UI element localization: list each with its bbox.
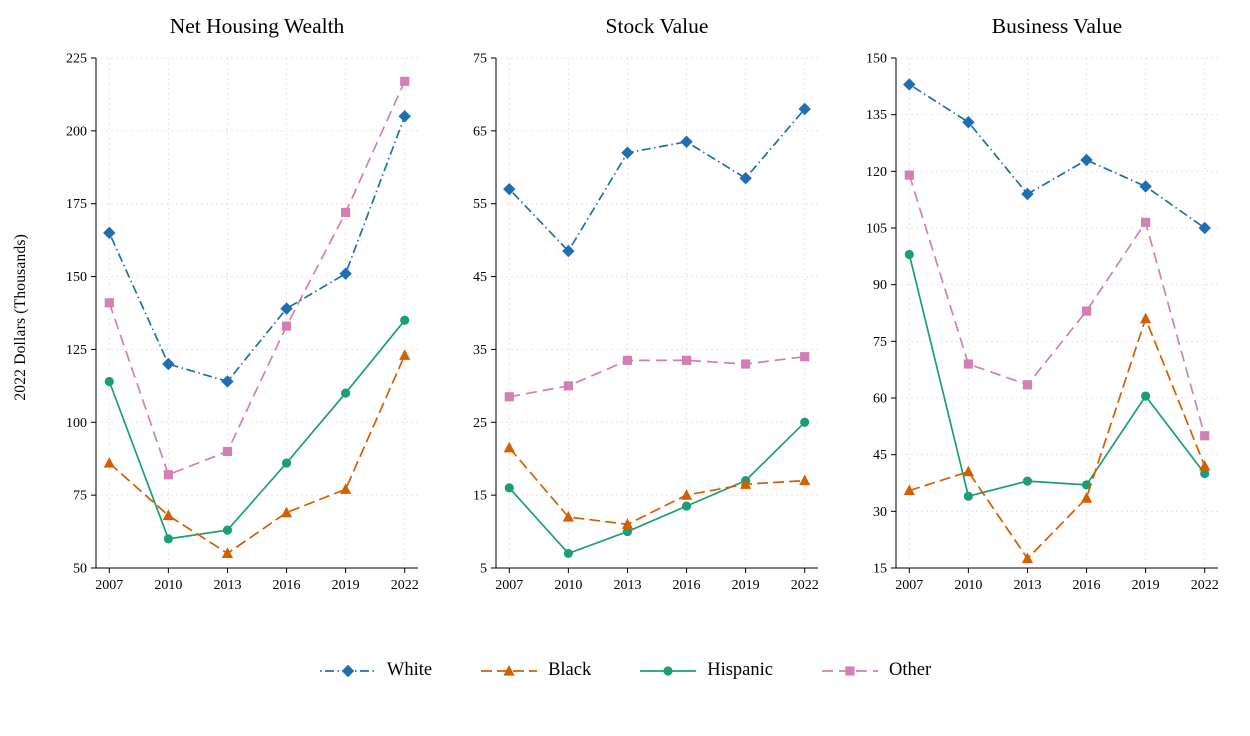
svg-text:2016: 2016	[1073, 578, 1101, 593]
svg-text:2010: 2010	[154, 578, 182, 593]
charts-row: 2022 Dollars (Thousands) Net Housing Wea…	[0, 14, 1250, 620]
series-black	[103, 349, 411, 559]
svg-text:200: 200	[66, 124, 87, 139]
legend-item-other: Other	[821, 660, 931, 681]
svg-text:15: 15	[873, 562, 887, 577]
legend-item-white: White	[319, 660, 432, 681]
stock-value-chart: 5 15 25 35 45 55 65 75 2007 2010 2013 2016 2019 2022	[473, 52, 819, 594]
gridlines	[896, 57, 1218, 569]
panel-title-business-value: Business Value	[991, 14, 1123, 38]
tick-labels: 15 30 45 60 75 90 105 120 135 150 2007 2010 2013 2016…	[866, 52, 1219, 594]
svg-text:2013: 2013	[213, 578, 241, 593]
axes	[891, 57, 1218, 573]
svg-text:2010: 2010	[954, 578, 982, 593]
svg-text:2022: 2022	[791, 578, 819, 593]
svg-text:2007: 2007	[495, 578, 523, 593]
svg-text:100: 100	[66, 416, 87, 431]
gridlines	[96, 57, 418, 569]
svg-text:90: 90	[873, 278, 887, 293]
svg-text:65: 65	[473, 124, 487, 139]
series-white	[503, 102, 811, 258]
legend-sample-other-icon	[822, 665, 878, 676]
svg-text:2007: 2007	[895, 578, 923, 593]
legend-label-black: Black	[548, 660, 592, 680]
svg-text:2022: 2022	[1191, 578, 1219, 593]
svg-text:55: 55	[473, 197, 487, 212]
svg-text:30: 30	[873, 505, 887, 520]
svg-text:2016: 2016	[673, 578, 701, 593]
axes	[491, 57, 818, 573]
svg-text:2022: 2022	[391, 578, 419, 593]
svg-text:150: 150	[866, 52, 887, 67]
svg-text:15: 15	[473, 489, 487, 504]
series-other	[904, 170, 1210, 441]
svg-text:45: 45	[873, 448, 887, 463]
gridlines	[496, 57, 818, 569]
net-housing-wealth-chart: 50 75 100 125 150 175 200 225 2007 2010 2013 2016 20…	[66, 52, 419, 594]
axes	[91, 57, 418, 573]
svg-text:2019: 2019	[732, 578, 760, 593]
tick-labels: 5 15 25 35 45 55 65 75 2007 2010 2013 2016 2019 2022	[473, 52, 819, 594]
legend-label-white: White	[386, 660, 433, 680]
business-value-chart: 15 30 45 60 75 90 105 120 135 150 2007 2010 2013 2016…	[866, 52, 1219, 594]
panel-title-net-housing-wealth: Net Housing Wealth	[169, 14, 345, 38]
svg-text:135: 135	[866, 108, 887, 123]
svg-text:75: 75	[73, 489, 87, 504]
legend-label-hispanic: Hispanic	[707, 660, 773, 680]
legend-sample-hispanic-icon	[640, 665, 697, 676]
legend-sample-white-icon	[319, 664, 376, 677]
y-axis-label-column: 2022 Dollars (Thousands)	[0, 14, 42, 620]
svg-text:2010: 2010	[554, 578, 582, 593]
svg-text:2013: 2013	[1013, 578, 1041, 593]
series-hispanic	[904, 249, 1210, 501]
series-other	[104, 76, 410, 480]
svg-text:5: 5	[480, 562, 487, 577]
legend: White Black Hispanic Other	[0, 660, 1250, 681]
svg-text:2007: 2007	[95, 578, 123, 593]
svg-text:105: 105	[866, 222, 887, 237]
svg-text:2016: 2016	[273, 578, 301, 593]
svg-text:60: 60	[873, 392, 887, 407]
svg-text:50: 50	[73, 562, 87, 577]
series-black	[903, 312, 1211, 564]
series-other	[504, 352, 810, 402]
y-axis-label: 2022 Dollars (Thousands)	[12, 233, 29, 401]
legend-item-black: Black	[480, 660, 591, 681]
chart-panel-stock-value: Stock Value 5 15 25 35 45 55 65 75 2007 2010 2013 2…	[442, 14, 842, 616]
series-black	[503, 441, 811, 529]
series-white	[103, 110, 411, 388]
series-hispanic	[104, 315, 410, 544]
svg-text:120: 120	[866, 165, 887, 180]
chart-panel-business-value: Business Value 15 30 45 60 75 90 105 120 135 150 2…	[842, 14, 1242, 616]
svg-text:175: 175	[66, 197, 87, 212]
svg-text:225: 225	[66, 52, 87, 67]
svg-text:125: 125	[66, 343, 87, 358]
legend-item-hispanic: Hispanic	[639, 660, 773, 681]
svg-text:25: 25	[473, 416, 487, 431]
svg-text:35: 35	[473, 343, 487, 358]
svg-text:75: 75	[873, 335, 887, 350]
svg-text:45: 45	[473, 270, 487, 285]
panel-title-stock-value: Stock Value	[605, 14, 709, 38]
svg-text:2019: 2019	[332, 578, 360, 593]
svg-text:2013: 2013	[613, 578, 641, 593]
legend-sample-black-icon	[481, 664, 538, 676]
svg-text:2019: 2019	[1132, 578, 1160, 593]
svg-text:75: 75	[473, 52, 487, 67]
legend-label-other: Other	[889, 660, 932, 680]
chart-panel-net-housing-wealth: Net Housing Wealth 50 75 100 125 150 175 200 22…	[42, 14, 442, 616]
series-white	[903, 78, 1211, 235]
svg-text:150: 150	[66, 270, 87, 285]
tick-labels: 50 75 100 125 150 175 200 225 2007 2010 2013 2016 20…	[66, 52, 419, 594]
series-hispanic	[504, 417, 810, 559]
